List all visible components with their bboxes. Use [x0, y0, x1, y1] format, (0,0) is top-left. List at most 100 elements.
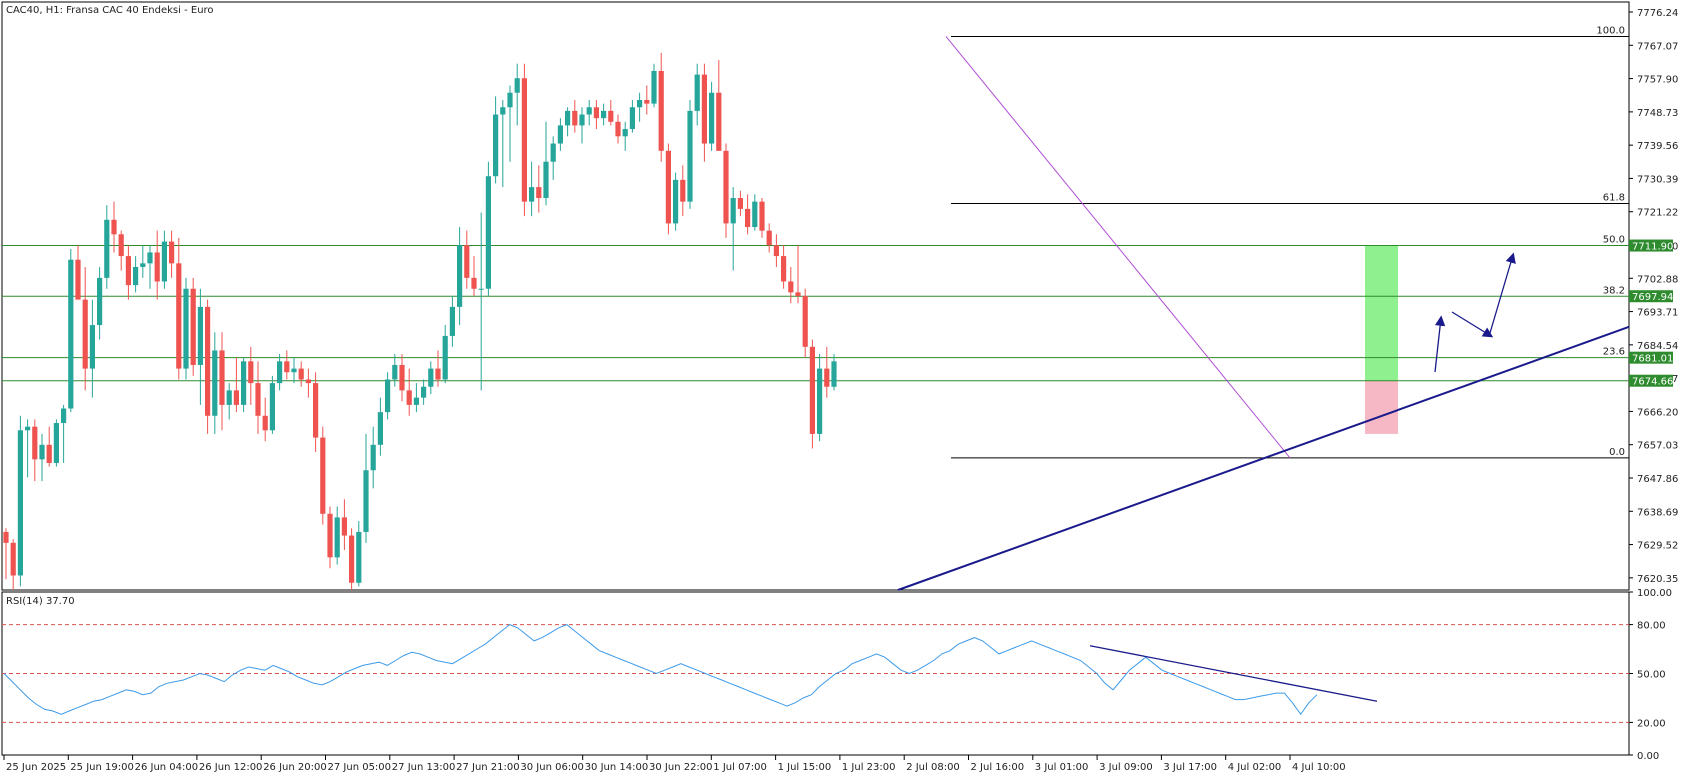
fibonacci-retracement[interactable]: 100.0 61.8 50.0 38.2 23.6 0.0	[951, 25, 1629, 459]
bearish-candle	[824, 368, 830, 387]
projection-arrow[interactable]	[1451, 311, 1494, 338]
bullish-candle	[356, 531, 362, 583]
rsi-line	[3, 624, 1318, 716]
bullish-candle	[514, 78, 520, 93]
projection-arrow[interactable]	[1489, 252, 1516, 334]
time-axis-label: 30 Jun 06:00	[520, 762, 584, 773]
fib-level-label: 23.6	[1603, 347, 1625, 358]
ascending-trendline[interactable]	[897, 325, 1630, 591]
bullish-candle	[507, 92, 513, 108]
projection-arrows[interactable]	[1434, 252, 1516, 373]
bullish-candle	[694, 74, 700, 111]
bullish-candle	[817, 368, 823, 434]
bullish-candle	[291, 368, 297, 373]
bearish-candle	[766, 230, 772, 246]
price-tag-label: 7674.66	[1632, 377, 1673, 388]
bullish-candle	[565, 110, 571, 126]
bearish-candle	[262, 415, 268, 431]
rsi-axis-label: 80.00	[1637, 621, 1666, 632]
time-axis-label: 25 Jun 2025	[6, 762, 66, 773]
price-axis-label: 7767.07	[1637, 41, 1678, 52]
bearish-candle	[3, 531, 9, 543]
bearish-candle	[809, 346, 815, 434]
bullish-candle	[586, 107, 592, 115]
bullish-candle	[53, 423, 59, 463]
bearish-candle	[327, 513, 333, 558]
trendline-group[interactable]	[897, 36, 1630, 591]
support-resistance-lines[interactable]	[2, 245, 1629, 382]
bearish-candle	[118, 234, 124, 257]
bullish-candle	[550, 143, 556, 162]
bullish-candle	[377, 412, 383, 445]
projection-arrow[interactable]	[1434, 315, 1446, 373]
price-axis-label: 7693.71	[1637, 308, 1678, 319]
bearish-candle	[745, 208, 751, 228]
price-tag-label: 7697.94	[1632, 292, 1673, 303]
bullish-candle	[370, 444, 376, 471]
risk-reward-zones	[1365, 245, 1398, 434]
rsi-axis-label: 100.00	[1637, 588, 1672, 599]
bearish-candle	[255, 383, 261, 416]
bearish-candle	[788, 281, 794, 293]
bearish-candle	[298, 368, 304, 380]
price-tags: 7711.90 7697.94 7681.01 7674.66	[1629, 239, 1673, 388]
bearish-candle	[176, 263, 182, 369]
bullish-candle	[241, 361, 247, 405]
price-axis-label: 7739.56	[1637, 141, 1678, 152]
bearish-candle	[349, 535, 355, 583]
bearish-candle	[399, 364, 405, 391]
price-axis-label: 7666.20	[1637, 407, 1678, 418]
target-zone	[1365, 245, 1398, 381]
bearish-candle	[781, 256, 787, 282]
price-axis-label: 7647.86	[1637, 474, 1678, 485]
bullish-candle	[39, 444, 45, 460]
rsi-axis-label: 50.00	[1637, 670, 1666, 681]
time-axis-label: 4 Jul 10:00	[1292, 762, 1346, 773]
bullish-candle	[622, 129, 628, 137]
bearish-candle	[723, 150, 729, 224]
bearish-candle	[10, 542, 16, 576]
candlestick-series	[3, 52, 837, 590]
bearish-candle	[341, 517, 347, 536]
bullish-candle	[478, 288, 484, 290]
price-tag-label: 7711.90	[1632, 242, 1673, 253]
price-tag-box	[1629, 290, 1673, 303]
bearish-candle	[205, 306, 211, 416]
rsi-trendline[interactable]	[1089, 645, 1378, 702]
fib-level-label: 0.0	[1609, 447, 1625, 458]
bearish-candle	[665, 150, 671, 224]
chart-title: CAC40, H1: Fransa CAC 40 Endeksi - Euro	[6, 5, 214, 16]
bullish-candle	[442, 335, 448, 380]
bearish-candle	[536, 187, 542, 198]
bearish-candle	[608, 110, 614, 122]
fib-level-label: 38.2	[1603, 285, 1625, 296]
bearish-candle	[46, 444, 52, 463]
bullish-candle	[557, 125, 563, 144]
bullish-candle	[269, 383, 275, 431]
bearish-candle	[759, 201, 765, 231]
price-axis-label: 7638.69	[1637, 507, 1678, 518]
price-axis-label: 7620.35	[1637, 574, 1678, 585]
bearish-candle	[32, 426, 38, 460]
time-axis-label: 3 Jul 09:00	[1099, 762, 1153, 773]
bearish-candle	[521, 78, 527, 202]
price-tag-box	[1629, 239, 1673, 252]
bullish-candle	[147, 252, 153, 264]
price-axis-label: 7629.52	[1637, 541, 1678, 552]
bullish-candle	[25, 426, 31, 431]
bullish-candle	[61, 408, 67, 424]
price-axis-label: 7748.73	[1637, 108, 1678, 119]
rsi-title: RSI(14) 37.70	[6, 596, 75, 607]
bearish-candle	[82, 299, 88, 369]
time-axis-label: 1 Jul 15:00	[778, 762, 832, 773]
bullish-candle	[449, 306, 455, 336]
bearish-candle	[701, 74, 707, 144]
bearish-candle	[313, 383, 319, 438]
bullish-candle	[277, 361, 283, 384]
bearish-candle	[305, 379, 311, 384]
bullish-candle	[500, 107, 506, 115]
fib-diagonal-line[interactable]	[945, 36, 1291, 459]
bullish-candle	[601, 110, 607, 119]
bullish-candle	[97, 277, 103, 326]
